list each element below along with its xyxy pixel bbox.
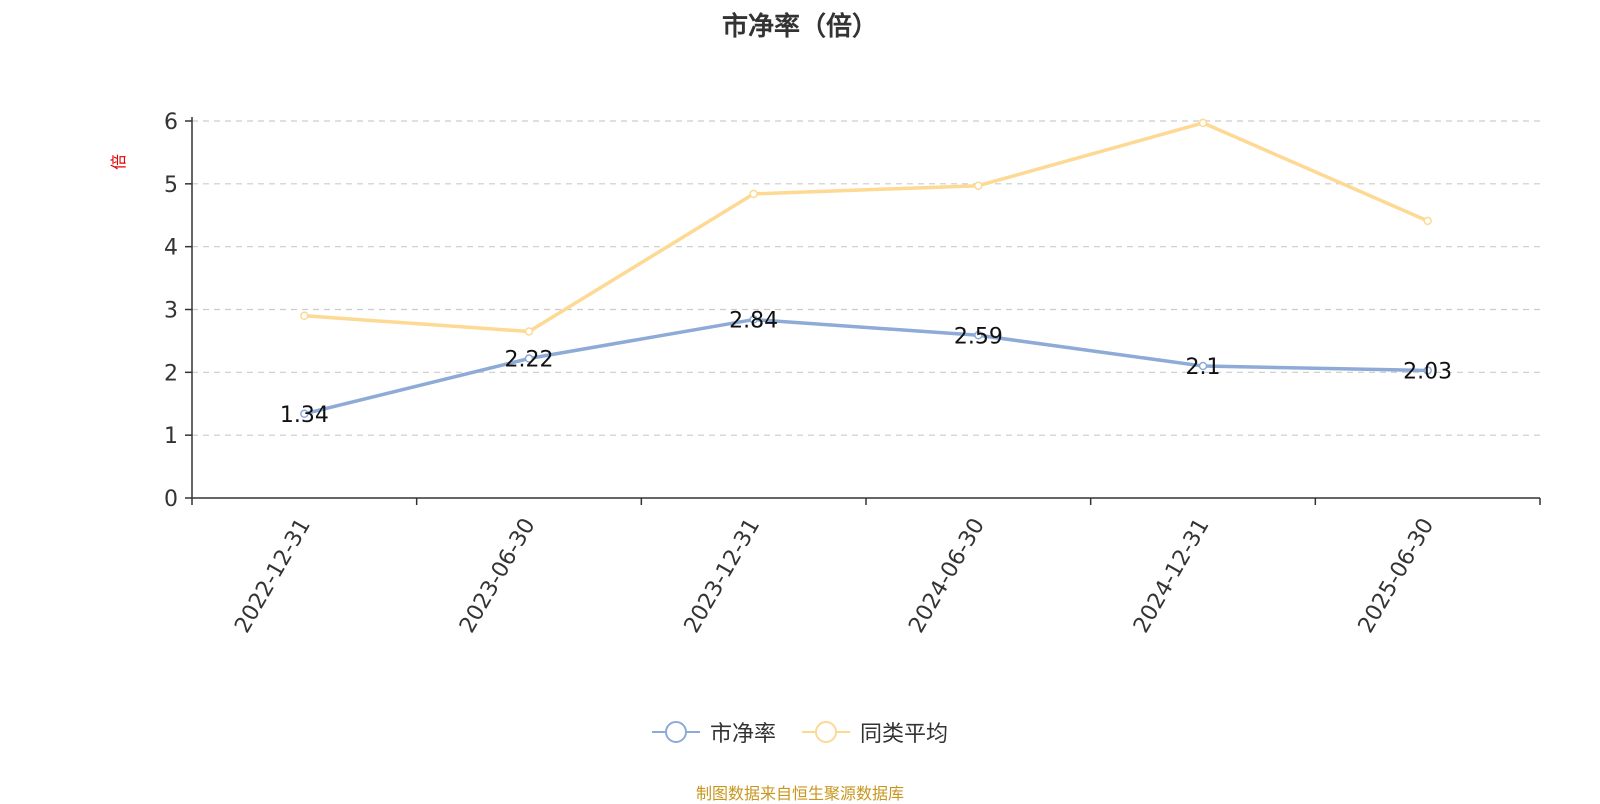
legend-item-pb[interactable]: 市净率 xyxy=(651,716,776,748)
data-point-peer-avg xyxy=(974,181,983,190)
legend-swatch-pb-icon xyxy=(651,721,700,743)
y-tick-label: 6 xyxy=(164,110,178,135)
legend: 市净率 同类平均 xyxy=(0,716,1600,748)
data-label-pb: 2.22 xyxy=(505,348,554,373)
legend-item-peer-avg[interactable]: 同类平均 xyxy=(802,716,948,748)
data-label-pb: 2.1 xyxy=(1186,355,1221,380)
series-line-pb xyxy=(303,317,1428,416)
data-point-pb xyxy=(974,331,983,340)
data-point-peer-avg xyxy=(1423,216,1432,226)
data-point-pb xyxy=(300,409,309,419)
data-label-pb: 1.34 xyxy=(280,403,329,428)
x-tick-label: 2022-12-31 xyxy=(230,514,316,637)
y-tick-label: 2 xyxy=(164,361,178,386)
legend-label-peer-avg: 同类平均 xyxy=(860,722,949,747)
y-tick-label: 3 xyxy=(164,299,178,324)
data-point-peer-avg xyxy=(1198,118,1208,128)
data-label-pb: 2.03 xyxy=(1403,359,1452,384)
x-tick-label: 2023-06-30 xyxy=(455,514,541,637)
chart-title: 市净率（倍） xyxy=(721,12,878,42)
data-point-peer-avg xyxy=(749,189,758,199)
data-point-pb xyxy=(749,315,758,324)
y-tick-label: 4 xyxy=(164,236,178,261)
data-point-pb xyxy=(1423,366,1432,375)
data-point-pb xyxy=(1198,361,1208,371)
x-tick-label: 2025-06-30 xyxy=(1354,514,1440,637)
data-point-pb xyxy=(524,354,534,363)
y-tick-label: 1 xyxy=(164,424,178,449)
y-tick-label: 0 xyxy=(164,487,178,512)
y-axis-label: 倍 xyxy=(109,154,128,170)
x-tick-label: 2024-06-30 xyxy=(904,514,990,637)
data-label-pb: 2.84 xyxy=(729,309,778,334)
y-tick-label: 5 xyxy=(164,173,178,198)
x-tick-label: 2024-12-31 xyxy=(1129,514,1215,637)
plot-area: 0 1 2 3 4 5 6 倍 2022-12-31 2023-06-30 2023-12-31 20… xyxy=(109,110,1541,637)
data-point-peer-avg xyxy=(524,327,534,336)
data-label-pb: 2.59 xyxy=(954,324,1003,349)
source-note: 制图数据来自恒生聚源数据库 xyxy=(695,784,904,803)
x-tick-label: 2023-12-31 xyxy=(680,514,766,637)
series-line-peer-avg xyxy=(304,121,1429,334)
data-point-peer-avg xyxy=(300,311,309,321)
legend-label-pb: 市净率 xyxy=(709,722,776,747)
legend-swatch-peer-avg-icon xyxy=(802,721,850,743)
